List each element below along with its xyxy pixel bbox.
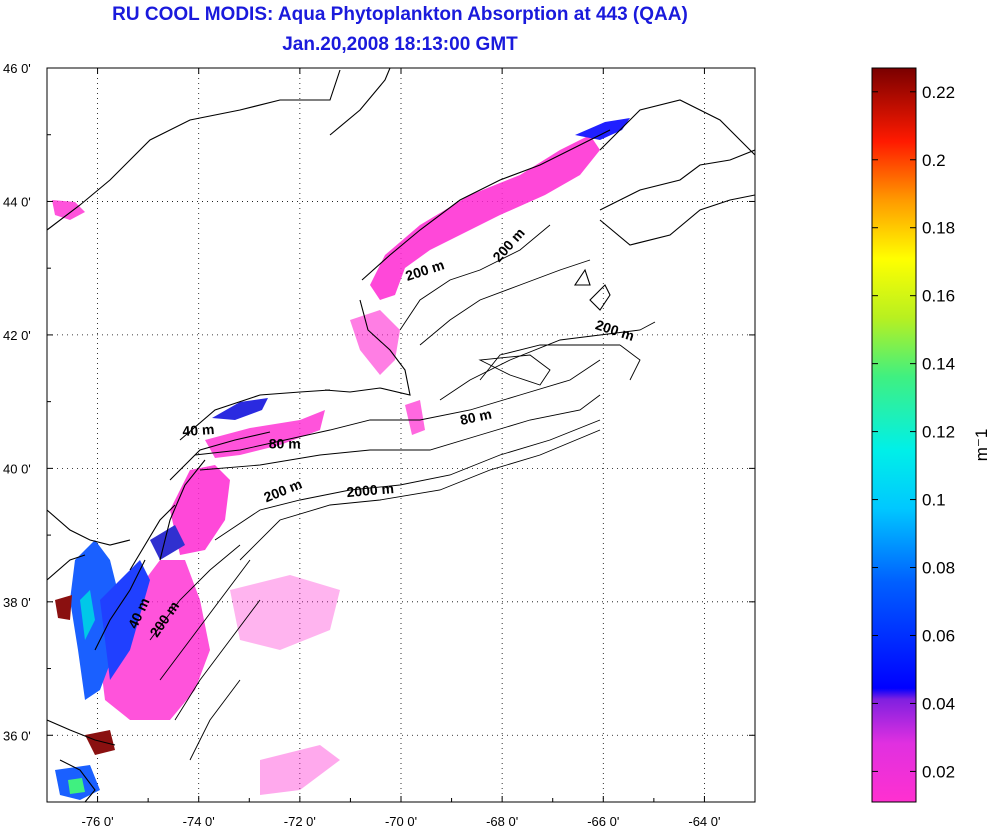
- absorption-patch-maine-west: [52, 200, 85, 220]
- contour-label: 80 m: [459, 406, 494, 428]
- map-title: RU COOL MODIS: Aqua Phytoplankton Absorp…: [112, 4, 688, 25]
- contour-label: 2000 m: [346, 480, 395, 500]
- contour-label: 40 m: [182, 421, 215, 439]
- contour-label: 200 m: [489, 225, 527, 265]
- absorption-pixels: [52, 118, 630, 800]
- colorbar-unit-label: m⁻1: [972, 429, 991, 462]
- contour-label: 200 m: [594, 316, 637, 343]
- absorption-patch-pamlico-high: [68, 778, 85, 794]
- contour-label: 80 m: [269, 435, 301, 451]
- colorbar: 0.22 0.2 0.18 0.16 0.14 0.12 0.1 0.08 0.06 0.04 0.…: [871, 67, 991, 803]
- absorption-patch-cape-cod: [350, 310, 400, 375]
- lon-tick-label: -72 0': [284, 814, 316, 829]
- coastline: [47, 68, 755, 802]
- colorbar-ticks: 0.22 0.2 0.18 0.16 0.14 0.12 0.1 0.08 0.06 0.04 0.…: [872, 83, 955, 781]
- absorption-patch-cape-hatteras: [85, 730, 115, 755]
- colorbar-tick-label: 0.08: [922, 559, 955, 578]
- colorbar-tick-label: 0.12: [922, 423, 955, 442]
- colorbar-tick-label: 0.22: [922, 83, 955, 102]
- colorbar-tick-label: 0.04: [922, 694, 955, 713]
- lon-tick-label: -76 0': [82, 814, 114, 829]
- lat-tick-label: 46 0': [3, 61, 31, 76]
- absorption-patch-new-jersey: [170, 465, 230, 555]
- lat-tick-label: 42 0': [3, 328, 31, 343]
- lon-tick-label: -68 0': [486, 814, 518, 829]
- colorbar-tick-label: 0.06: [922, 626, 955, 645]
- absorption-patch-nantucket: [405, 400, 425, 435]
- colorbar-gradient: [871, 67, 917, 803]
- colorbar-tick-label: 0.16: [922, 287, 955, 306]
- lat-tick-label: 40 0': [3, 461, 31, 476]
- lon-tick-label: -70 0': [385, 814, 417, 829]
- colorbar-tick-label: 0.1: [922, 491, 946, 510]
- lat-tick-label: 44 0': [3, 194, 31, 209]
- absorption-patch-offshore: [230, 575, 340, 650]
- absorption-patch-long-island-sound: [212, 398, 268, 420]
- absorption-patch-bay-high: [80, 590, 95, 640]
- lon-tick-label: -64 0': [688, 814, 720, 829]
- colorbar-tick-label: 0.2: [922, 151, 946, 170]
- absorption-patch-bay-red: [55, 595, 72, 620]
- colorbar-tick-label: 0.18: [922, 219, 955, 238]
- lon-tick-label: -74 0': [183, 814, 215, 829]
- map-axes: -76 0' -74 0' -72 0' -70 0' -68 0' -66 0' -64 …: [3, 61, 756, 829]
- lon-tick-label: -66 0': [587, 814, 619, 829]
- map-subtitle: Jan.20,2008 18:13:00 GMT: [282, 34, 518, 55]
- absorption-patch-mid-atlantic-shelf: [100, 560, 210, 720]
- absorption-patch-south: [260, 745, 340, 795]
- bathymetry-contours: [149, 224, 656, 761]
- absorption-patch-ny-bight: [205, 410, 325, 458]
- absorption-patch-bay-of-fundy: [575, 118, 630, 140]
- colorbar-tick-label: 0.14: [922, 355, 955, 374]
- colorbar-tick-label: 0.02: [922, 762, 955, 781]
- lat-tick-label: 36 0': [3, 728, 31, 743]
- absorption-patch-gulf-of-maine: [370, 135, 600, 300]
- absorption-patch-delaware: [150, 525, 185, 560]
- absorption-patch-chesapeake-mouth: [100, 560, 150, 680]
- lat-tick-label: 38 0': [3, 595, 31, 610]
